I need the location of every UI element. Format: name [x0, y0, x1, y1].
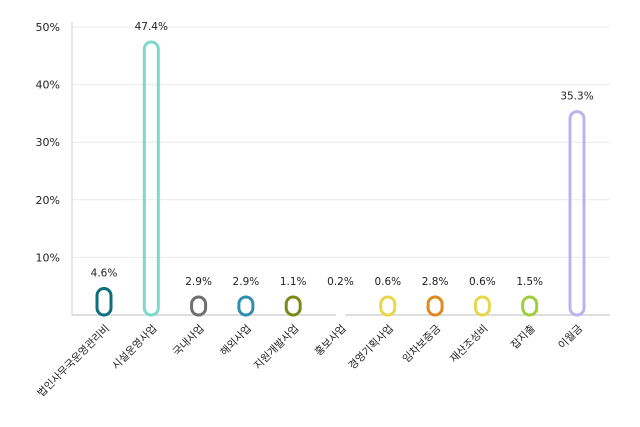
category-label: 임차보증금 — [400, 322, 444, 366]
bar — [568, 110, 586, 317]
category-label: 해외사업 — [218, 322, 255, 359]
data-label: 0.6% — [469, 276, 496, 288]
axes: 10% 20% 30% 40% 50% — [36, 21, 610, 316]
data-label: 2.9% — [185, 276, 212, 288]
y-tick-label: 50% — [36, 21, 60, 34]
data-label: 0.2% — [327, 276, 354, 288]
bar — [332, 295, 349, 317]
bar — [237, 295, 255, 317]
category-label: 이월금 — [556, 322, 585, 351]
y-tick-label: 20% — [36, 194, 60, 207]
bar — [379, 295, 397, 317]
data-label: 2.9% — [233, 276, 260, 288]
y-tick-label: 30% — [36, 136, 60, 149]
data-label: 4.6% — [91, 268, 118, 280]
grid-lines — [72, 26, 610, 258]
category-label: 잡지출 — [509, 322, 538, 351]
data-label: 47.4% — [135, 21, 168, 33]
data-label: 1.5% — [516, 276, 543, 288]
category-label: 재산조성비 — [448, 323, 491, 366]
bar — [190, 295, 208, 317]
category-label: 경영기획사업 — [346, 322, 396, 372]
bar — [426, 295, 444, 317]
y-tick-label: 10% — [36, 251, 60, 264]
y-tick-label: 40% — [36, 79, 60, 92]
data-label: 35.3% — [560, 91, 593, 103]
category-label: 지원개발사업 — [251, 322, 301, 372]
data-labels: 4.6% 47.4% 2.9% 2.9% 1.1% 0.2% 0.6% 2.8% 0.6% 1.5… — [91, 21, 594, 288]
bar — [284, 295, 302, 317]
category-label: 국내사업 — [170, 322, 207, 359]
data-label: 1.1% — [280, 276, 307, 288]
data-label: 2.8% — [422, 276, 449, 288]
category-label: 법인사무국운영관리비 — [35, 323, 112, 400]
bars — [95, 40, 586, 317]
category-label: 시설운영사업 — [109, 322, 159, 372]
category-label: 홍보사업 — [312, 322, 349, 359]
bar — [142, 40, 160, 317]
bar — [521, 295, 539, 317]
bar — [95, 287, 113, 317]
data-label: 0.6% — [374, 276, 401, 288]
bar — [473, 295, 491, 317]
